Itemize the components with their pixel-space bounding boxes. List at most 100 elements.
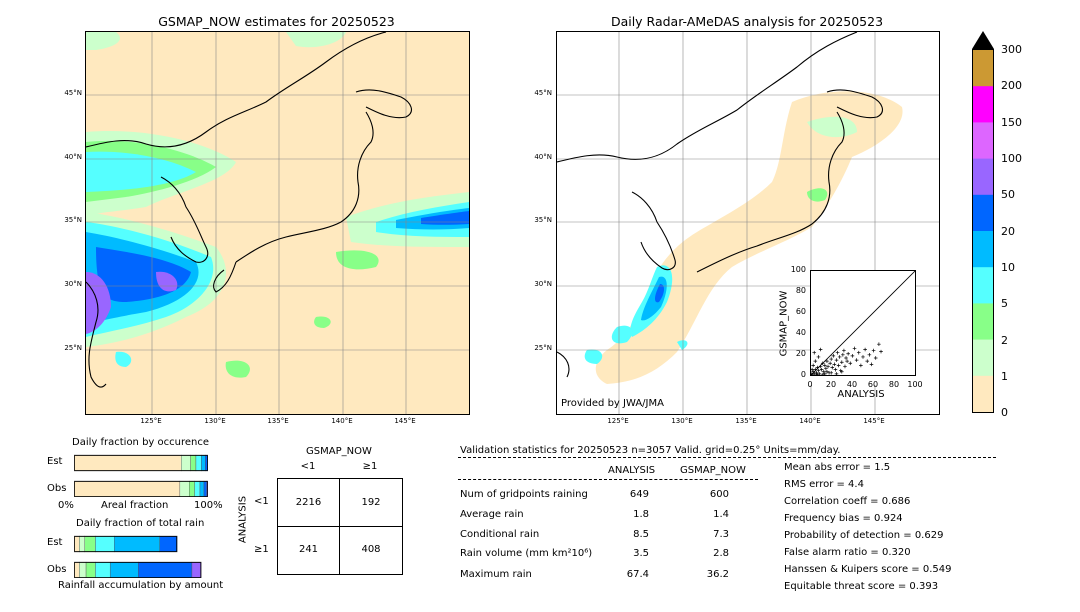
occurrence-chart [74, 454, 208, 497]
score-pod: Probability of detection = 0.629 [784, 530, 944, 541]
stacked-bar-segment [191, 561, 202, 578]
colorbar-segment [973, 231, 993, 268]
cbar-label-150: 150 [1001, 116, 1022, 129]
left-lat-25: 25°N [64, 344, 82, 352]
scatter-ytick-80: 80 [795, 286, 806, 295]
scatter-xtick-0: 0 [807, 380, 813, 389]
colorbar [968, 30, 998, 414]
scatter-point [813, 367, 818, 372]
scatter-point [830, 365, 835, 370]
left-lat-35: 35°N [64, 216, 82, 224]
stacked-bar-segment [114, 535, 160, 553]
scatter-point [815, 373, 820, 376]
left-map-grid [86, 32, 469, 414]
right-lon-145: 145°E [863, 417, 885, 425]
cbar-label-300: 300 [1001, 43, 1022, 56]
stat-gsmap-average: 1.4 [713, 509, 729, 520]
contingency-title: GSMAP_NOW [306, 446, 372, 457]
stacked-bar-segment [95, 561, 111, 578]
scatter-point [828, 361, 832, 366]
stat-analysis-average: 1.8 [633, 509, 649, 520]
score-rmse: RMS error = 4.4 [784, 479, 864, 490]
occurrence-axis-mid: Areal fraction [101, 500, 169, 511]
scatter-ytick-60: 60 [795, 307, 806, 316]
scatter-point [829, 357, 833, 361]
cbar-label-20: 20 [1001, 225, 1015, 238]
scatter-point [835, 350, 840, 355]
validation-col-gsmap: GSMAP_NOW [680, 465, 746, 476]
scatter-point [846, 351, 850, 356]
stacked-bar-segment [190, 454, 197, 472]
stat-analysis-conditional: 8.5 [633, 529, 649, 540]
left-lat-40: 40°N [64, 153, 82, 161]
scatter-point [869, 362, 874, 367]
stat-label-maximum: Maximum rain [460, 569, 532, 580]
scatter-diagonal [810, 270, 916, 376]
validation-header: Validation statistics for 20250523 n=305… [460, 445, 841, 456]
stacked-bar-segment [205, 454, 208, 472]
colorbar-segment [973, 303, 993, 341]
stacked-bar-segment [79, 561, 87, 578]
occurrence-axis-left: 0% [58, 500, 74, 511]
stat-gsmap-conditional: 7.3 [713, 529, 729, 540]
scatter-point [811, 363, 815, 368]
right-lat-40: 40°N [534, 153, 552, 161]
cbar-label-0: 0 [1001, 406, 1008, 419]
cbar-label-1: 1 [1001, 370, 1008, 383]
left-lon-140: 140°E [331, 417, 353, 425]
cbar-label-5: 5 [1001, 297, 1008, 310]
score-corr: Correlation coeff = 0.686 [784, 496, 911, 507]
scatter-point [873, 356, 878, 360]
scatter-point [863, 347, 867, 352]
stat-analysis-maximum: 67.4 [626, 569, 649, 580]
left-lat-45: 45°N [64, 89, 82, 97]
stacked-bar-segment [194, 480, 201, 497]
scatter-point [854, 358, 859, 362]
colorbar-segments [973, 50, 993, 413]
stacked-bar-segment [199, 480, 205, 497]
scatter-point [877, 342, 881, 346]
scatter-point [831, 354, 836, 358]
colorbar-frame [972, 49, 994, 413]
occurrence-row-est: Est [47, 456, 63, 467]
stacked-bar-frame [74, 536, 178, 552]
scatter-point [821, 369, 826, 374]
scatter-point [818, 364, 823, 369]
left-coastline [86, 32, 412, 388]
stacked-bar-segment [195, 454, 202, 472]
score-far: False alarm ratio = 0.320 [784, 547, 911, 558]
cbar-label-100: 100 [1001, 152, 1022, 165]
scatter-point [816, 355, 821, 359]
scatter-ytick-100: 100 [790, 265, 806, 274]
scatter-point [852, 346, 857, 351]
scatter-point [865, 359, 870, 363]
scatter-point [840, 360, 844, 365]
scatter-point [816, 368, 821, 373]
scatter-point [817, 372, 822, 376]
stacked-bar-segment [74, 454, 182, 472]
stacked-bar-frame [74, 481, 208, 497]
stacked-bar-frame [74, 562, 202, 578]
score-hk: Hanssen & Kuipers score = 0.549 [784, 564, 952, 575]
contingency-row-axis: ANALYSIS [237, 495, 249, 544]
scatter-point [823, 372, 827, 376]
scatter-point [871, 348, 876, 353]
stacked-bar-segment [84, 535, 96, 553]
scatter-point [815, 365, 820, 370]
stat-gsmap-maximum: 36.2 [706, 569, 729, 580]
stacked-bar-segment [95, 535, 115, 553]
scatter-point [820, 361, 825, 366]
left-lon-145: 145°E [394, 417, 416, 425]
total-rain-row-est: Est [47, 537, 63, 548]
score-ets: Equitable threat score = 0.393 [784, 581, 939, 592]
left-map-canvas [86, 32, 469, 414]
scatter-plot [810, 270, 916, 376]
colorbar-segment [973, 375, 993, 413]
stacked-bar-segment [180, 454, 191, 472]
right-lat-35: 35°N [534, 216, 552, 224]
cbar-label-50: 50 [1001, 188, 1015, 201]
score-mae: Mean abs error = 1.5 [784, 462, 891, 473]
scatter-point [832, 362, 837, 367]
total-rain-title: Daily fraction of total rain [76, 518, 205, 529]
stat-label-volume: Rain volume (mm km²10⁶) [460, 548, 593, 559]
